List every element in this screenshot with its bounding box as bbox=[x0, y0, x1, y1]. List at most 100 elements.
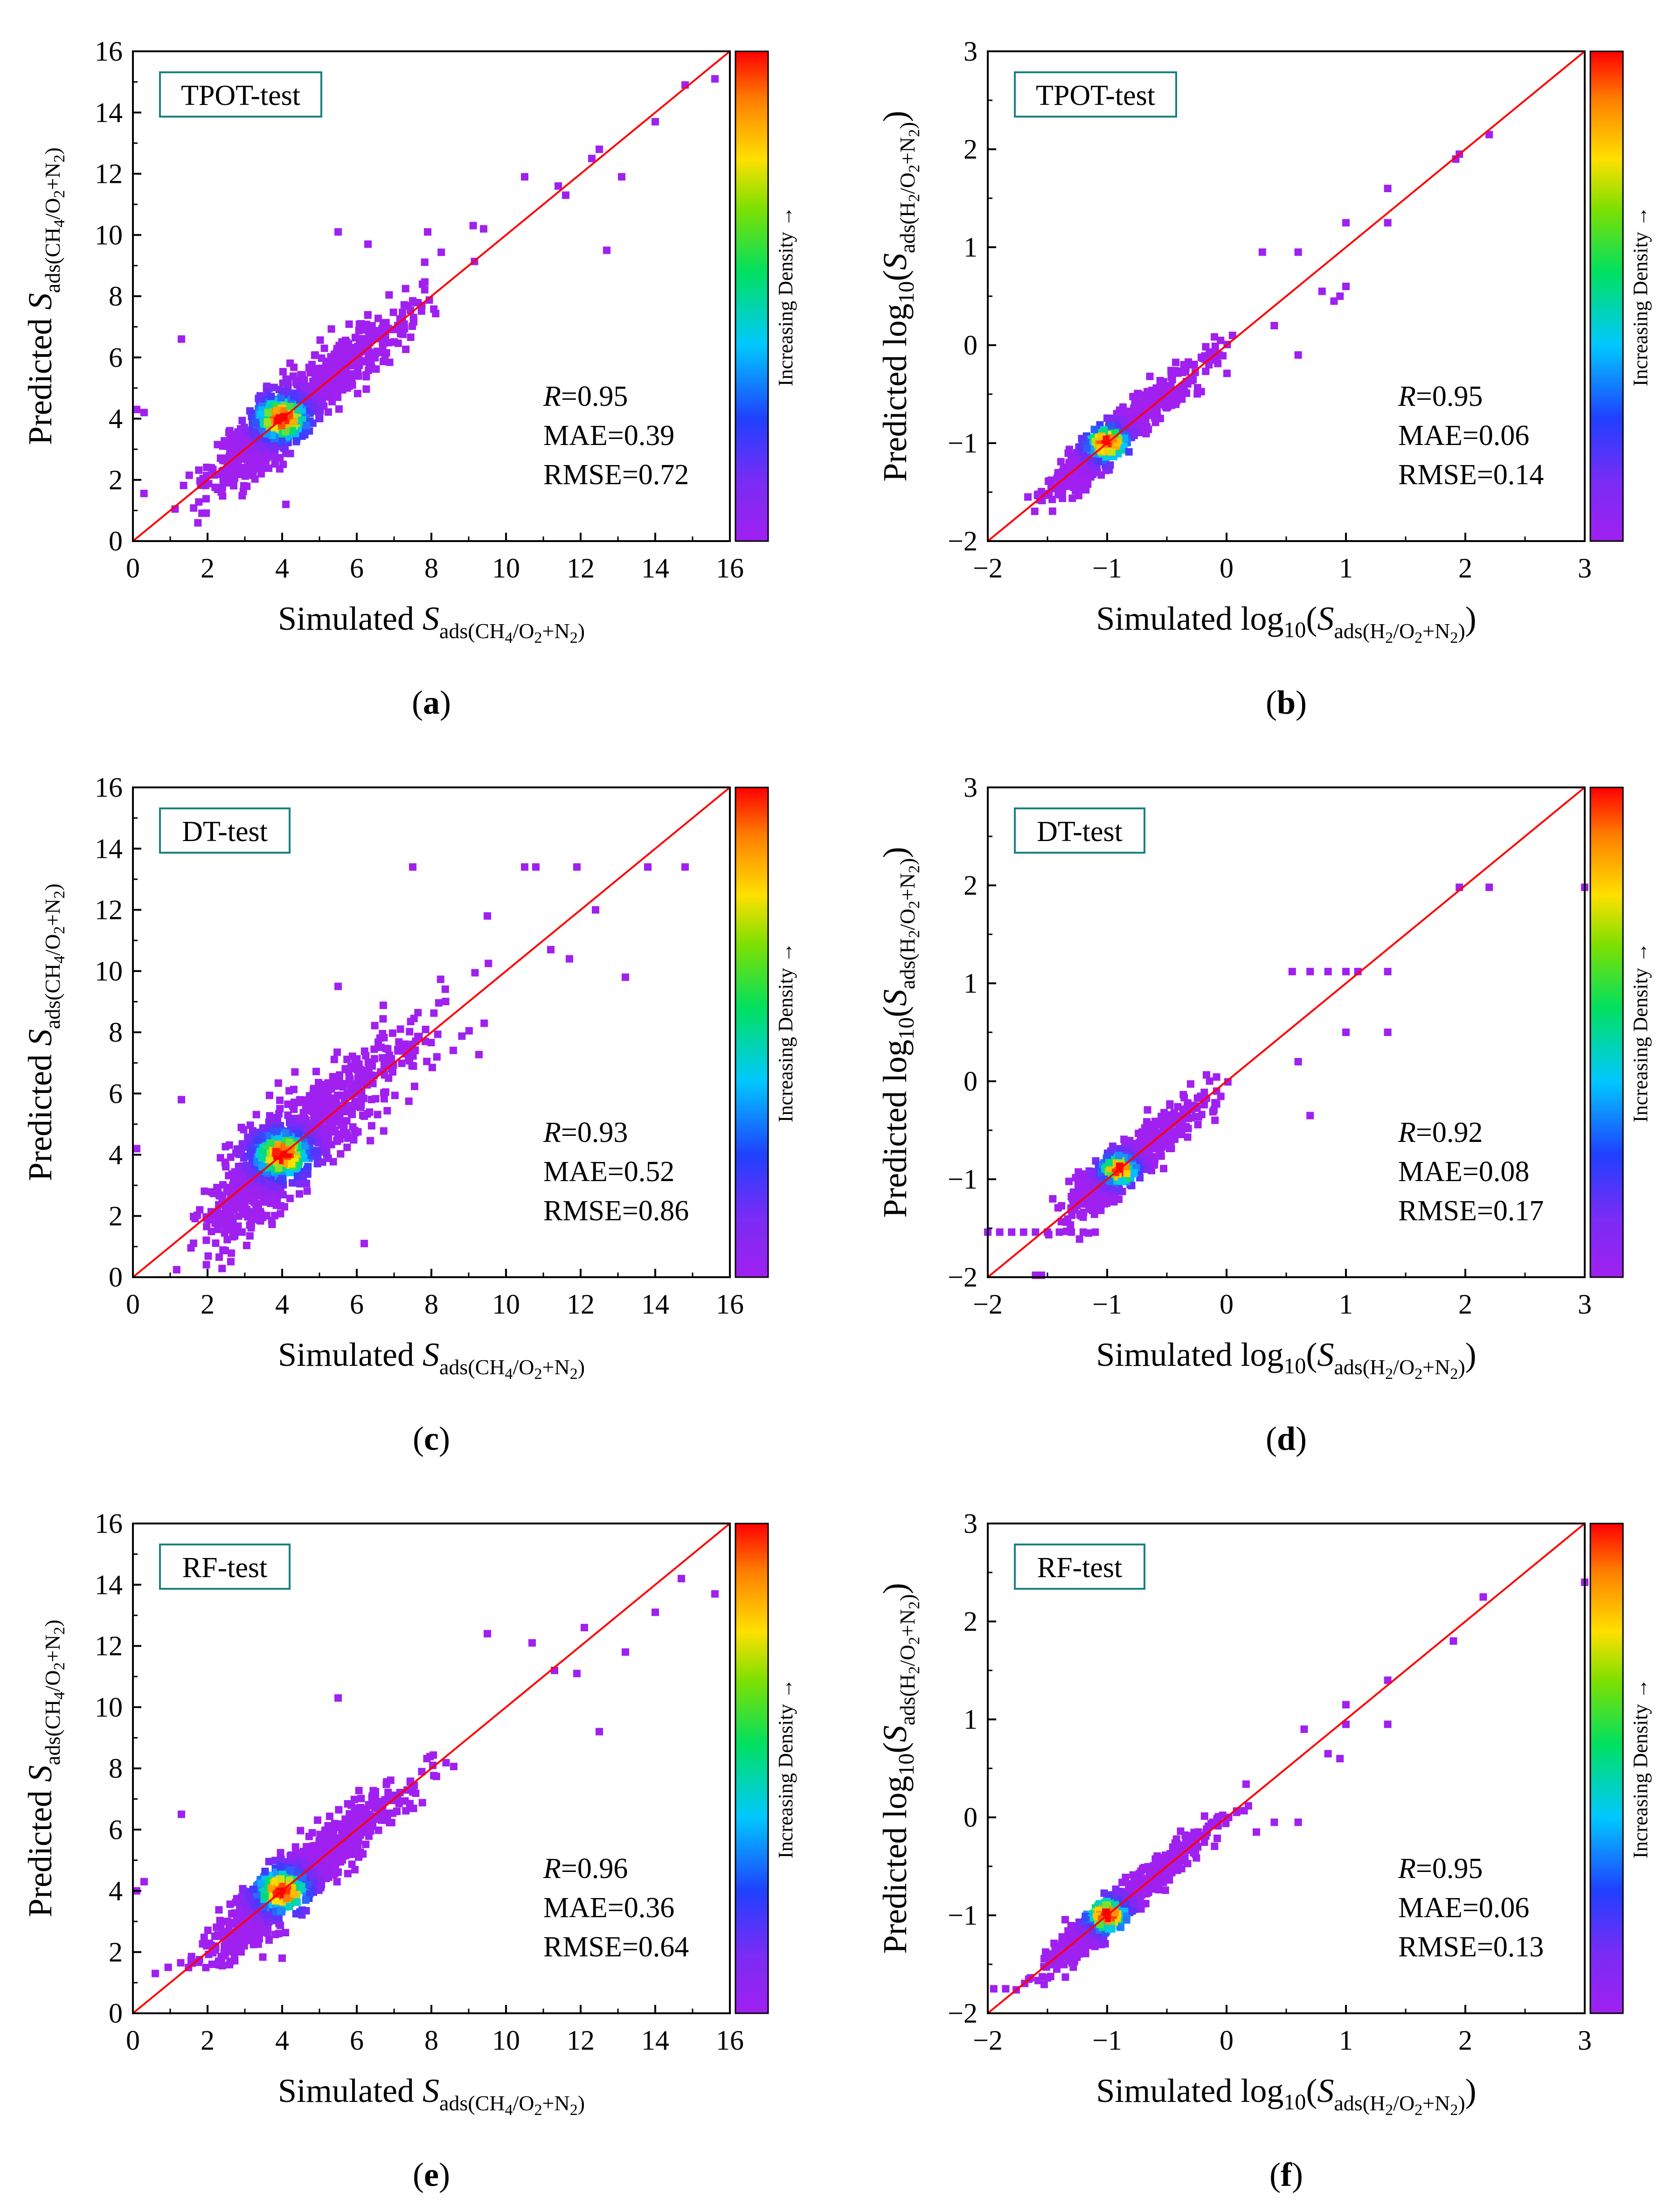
data-point bbox=[1077, 1170, 1085, 1178]
data-point bbox=[1165, 1132, 1173, 1140]
y-axis-label-part: Predicted bbox=[21, 1046, 59, 1181]
data-point bbox=[652, 118, 659, 125]
data-point bbox=[1080, 466, 1088, 473]
data-point bbox=[180, 481, 187, 489]
x-tick-label: 3 bbox=[1578, 1289, 1592, 1320]
data-point bbox=[309, 377, 317, 385]
data-point bbox=[437, 975, 444, 983]
data-point bbox=[292, 1910, 300, 1918]
data-point bbox=[326, 1098, 334, 1106]
data-point bbox=[1288, 967, 1296, 975]
data-point bbox=[354, 390, 361, 397]
data-point bbox=[190, 504, 198, 512]
data-point bbox=[1119, 417, 1127, 424]
data-point bbox=[333, 1081, 341, 1089]
data-point bbox=[1342, 1029, 1350, 1036]
panel-caption-open: ( bbox=[1266, 684, 1277, 721]
y-axis-label-part: ) bbox=[41, 883, 64, 890]
data-point bbox=[331, 353, 339, 361]
data-point bbox=[227, 459, 235, 466]
data-point bbox=[435, 999, 443, 1007]
data-point bbox=[396, 1025, 404, 1033]
data-point bbox=[1134, 390, 1142, 397]
data-point bbox=[303, 1187, 311, 1195]
x-axis-label-part: ads(CH bbox=[439, 1355, 505, 1379]
y-axis-label-part: +N bbox=[41, 898, 64, 926]
data-point bbox=[1103, 414, 1111, 422]
data-point bbox=[1172, 358, 1180, 366]
y-axis-label-part: 4 bbox=[51, 220, 68, 228]
data-point bbox=[315, 372, 323, 380]
panel-b: −2 −1 0 1 2 3−2−10123TPOT-testR=0.95MAE=0.06R… bbox=[876, 36, 1652, 721]
y-axis-label-part: 2 bbox=[51, 890, 68, 898]
x-axis-label-part: /O bbox=[513, 619, 534, 643]
data-point bbox=[269, 1193, 277, 1201]
data-point bbox=[1064, 1215, 1072, 1223]
data-point bbox=[378, 1816, 386, 1824]
data-point bbox=[1151, 1161, 1158, 1169]
stat-r: R=0.92 bbox=[1398, 1117, 1483, 1148]
data-point bbox=[365, 1065, 373, 1073]
data-point bbox=[276, 454, 284, 462]
data-point bbox=[247, 442, 255, 450]
data-point bbox=[1082, 1183, 1089, 1190]
data-point bbox=[1120, 1135, 1128, 1143]
data-point bbox=[254, 462, 262, 470]
data-point bbox=[229, 1197, 237, 1205]
data-point bbox=[370, 1045, 378, 1053]
data-point bbox=[1178, 1123, 1186, 1131]
data-point bbox=[1110, 1198, 1118, 1206]
data-point bbox=[1324, 967, 1332, 975]
data-point bbox=[1223, 369, 1231, 377]
data-point bbox=[1115, 409, 1123, 417]
data-point bbox=[201, 1187, 208, 1195]
x-axis-label-part: 2 bbox=[534, 1365, 542, 1383]
data-point bbox=[711, 75, 719, 83]
data-point bbox=[1186, 1080, 1194, 1088]
data-point bbox=[1179, 1091, 1187, 1099]
x-axis-label-part: +N bbox=[542, 619, 570, 643]
data-point bbox=[480, 1019, 488, 1027]
y-axis-label-part: /O bbox=[895, 909, 919, 930]
data-point bbox=[359, 1111, 367, 1119]
data-point bbox=[202, 495, 210, 503]
data-point bbox=[284, 1111, 292, 1119]
data-point bbox=[1115, 1152, 1123, 1160]
data-point bbox=[1095, 458, 1102, 466]
data-point bbox=[324, 408, 332, 416]
data-point bbox=[263, 418, 271, 426]
data-point bbox=[1202, 343, 1210, 351]
data-point bbox=[355, 341, 363, 348]
data-point bbox=[372, 1095, 380, 1103]
data-point bbox=[133, 1145, 140, 1153]
data-point bbox=[1091, 1228, 1099, 1236]
x-tick-label: 6 bbox=[350, 1289, 364, 1320]
data-point bbox=[418, 1799, 426, 1807]
data-point bbox=[233, 434, 241, 442]
data-point bbox=[399, 330, 407, 338]
data-point bbox=[322, 359, 330, 367]
data-point bbox=[343, 1056, 351, 1064]
data-point bbox=[1159, 400, 1167, 408]
data-point bbox=[1318, 287, 1326, 295]
x-axis-label-part: +N bbox=[1422, 619, 1450, 643]
data-point bbox=[377, 1043, 385, 1051]
y-axis-label-part: Predicted log bbox=[876, 1040, 914, 1218]
y-axis-label-part: 2 bbox=[906, 865, 923, 873]
y-axis-label-part: 10 bbox=[894, 281, 919, 304]
x-tick-label: 0 bbox=[126, 1289, 140, 1320]
x-axis-label: Simulated Sads(CH4/O2+N2) bbox=[278, 600, 585, 647]
data-point bbox=[449, 1046, 457, 1054]
stat-r-var: R bbox=[1398, 1117, 1416, 1148]
data-point bbox=[258, 1154, 266, 1162]
data-point bbox=[521, 173, 528, 181]
y-axis-label-part: Predicted bbox=[21, 310, 59, 445]
data-point bbox=[280, 444, 288, 452]
y-tick-label: 6 bbox=[109, 342, 123, 373]
data-point bbox=[1075, 1235, 1083, 1243]
data-point bbox=[1177, 1130, 1185, 1138]
panel-caption-close: ) bbox=[440, 684, 451, 721]
y-axis-label-part: ) bbox=[41, 147, 64, 154]
data-point bbox=[1065, 445, 1073, 453]
data-point bbox=[320, 344, 328, 352]
